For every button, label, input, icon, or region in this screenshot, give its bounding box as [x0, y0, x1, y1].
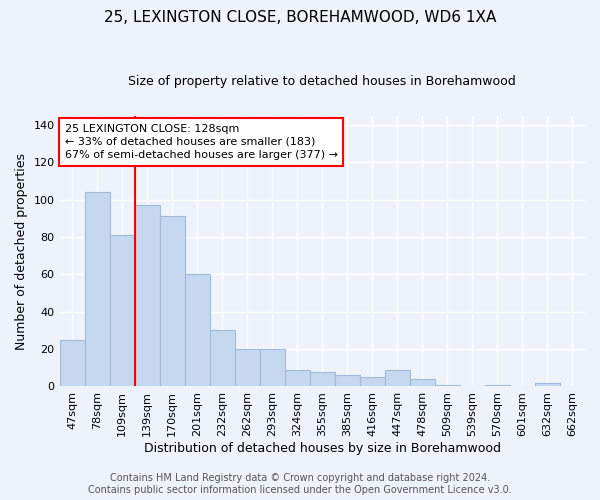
Bar: [260, 349, 285, 387]
Bar: [160, 216, 185, 386]
Bar: [410, 379, 435, 386]
Title: Size of property relative to detached houses in Borehamwood: Size of property relative to detached ho…: [128, 75, 516, 88]
Bar: [360, 377, 385, 386]
Bar: [110, 235, 134, 386]
Bar: [535, 382, 560, 386]
Text: Contains HM Land Registry data © Crown copyright and database right 2024.
Contai: Contains HM Land Registry data © Crown c…: [88, 474, 512, 495]
Bar: [85, 192, 110, 386]
Bar: [134, 205, 160, 386]
Bar: [310, 372, 335, 386]
Text: 25, LEXINGTON CLOSE, BOREHAMWOOD, WD6 1XA: 25, LEXINGTON CLOSE, BOREHAMWOOD, WD6 1X…: [104, 10, 496, 25]
Y-axis label: Number of detached properties: Number of detached properties: [15, 152, 28, 350]
Bar: [59, 340, 85, 386]
Bar: [209, 330, 235, 386]
Bar: [235, 349, 260, 387]
Bar: [285, 370, 310, 386]
Bar: [335, 375, 360, 386]
Bar: [435, 384, 460, 386]
Bar: [185, 274, 209, 386]
Text: 25 LEXINGTON CLOSE: 128sqm
← 33% of detached houses are smaller (183)
67% of sem: 25 LEXINGTON CLOSE: 128sqm ← 33% of deta…: [65, 124, 338, 160]
X-axis label: Distribution of detached houses by size in Borehamwood: Distribution of detached houses by size …: [144, 442, 501, 455]
Bar: [385, 370, 410, 386]
Bar: [485, 384, 510, 386]
